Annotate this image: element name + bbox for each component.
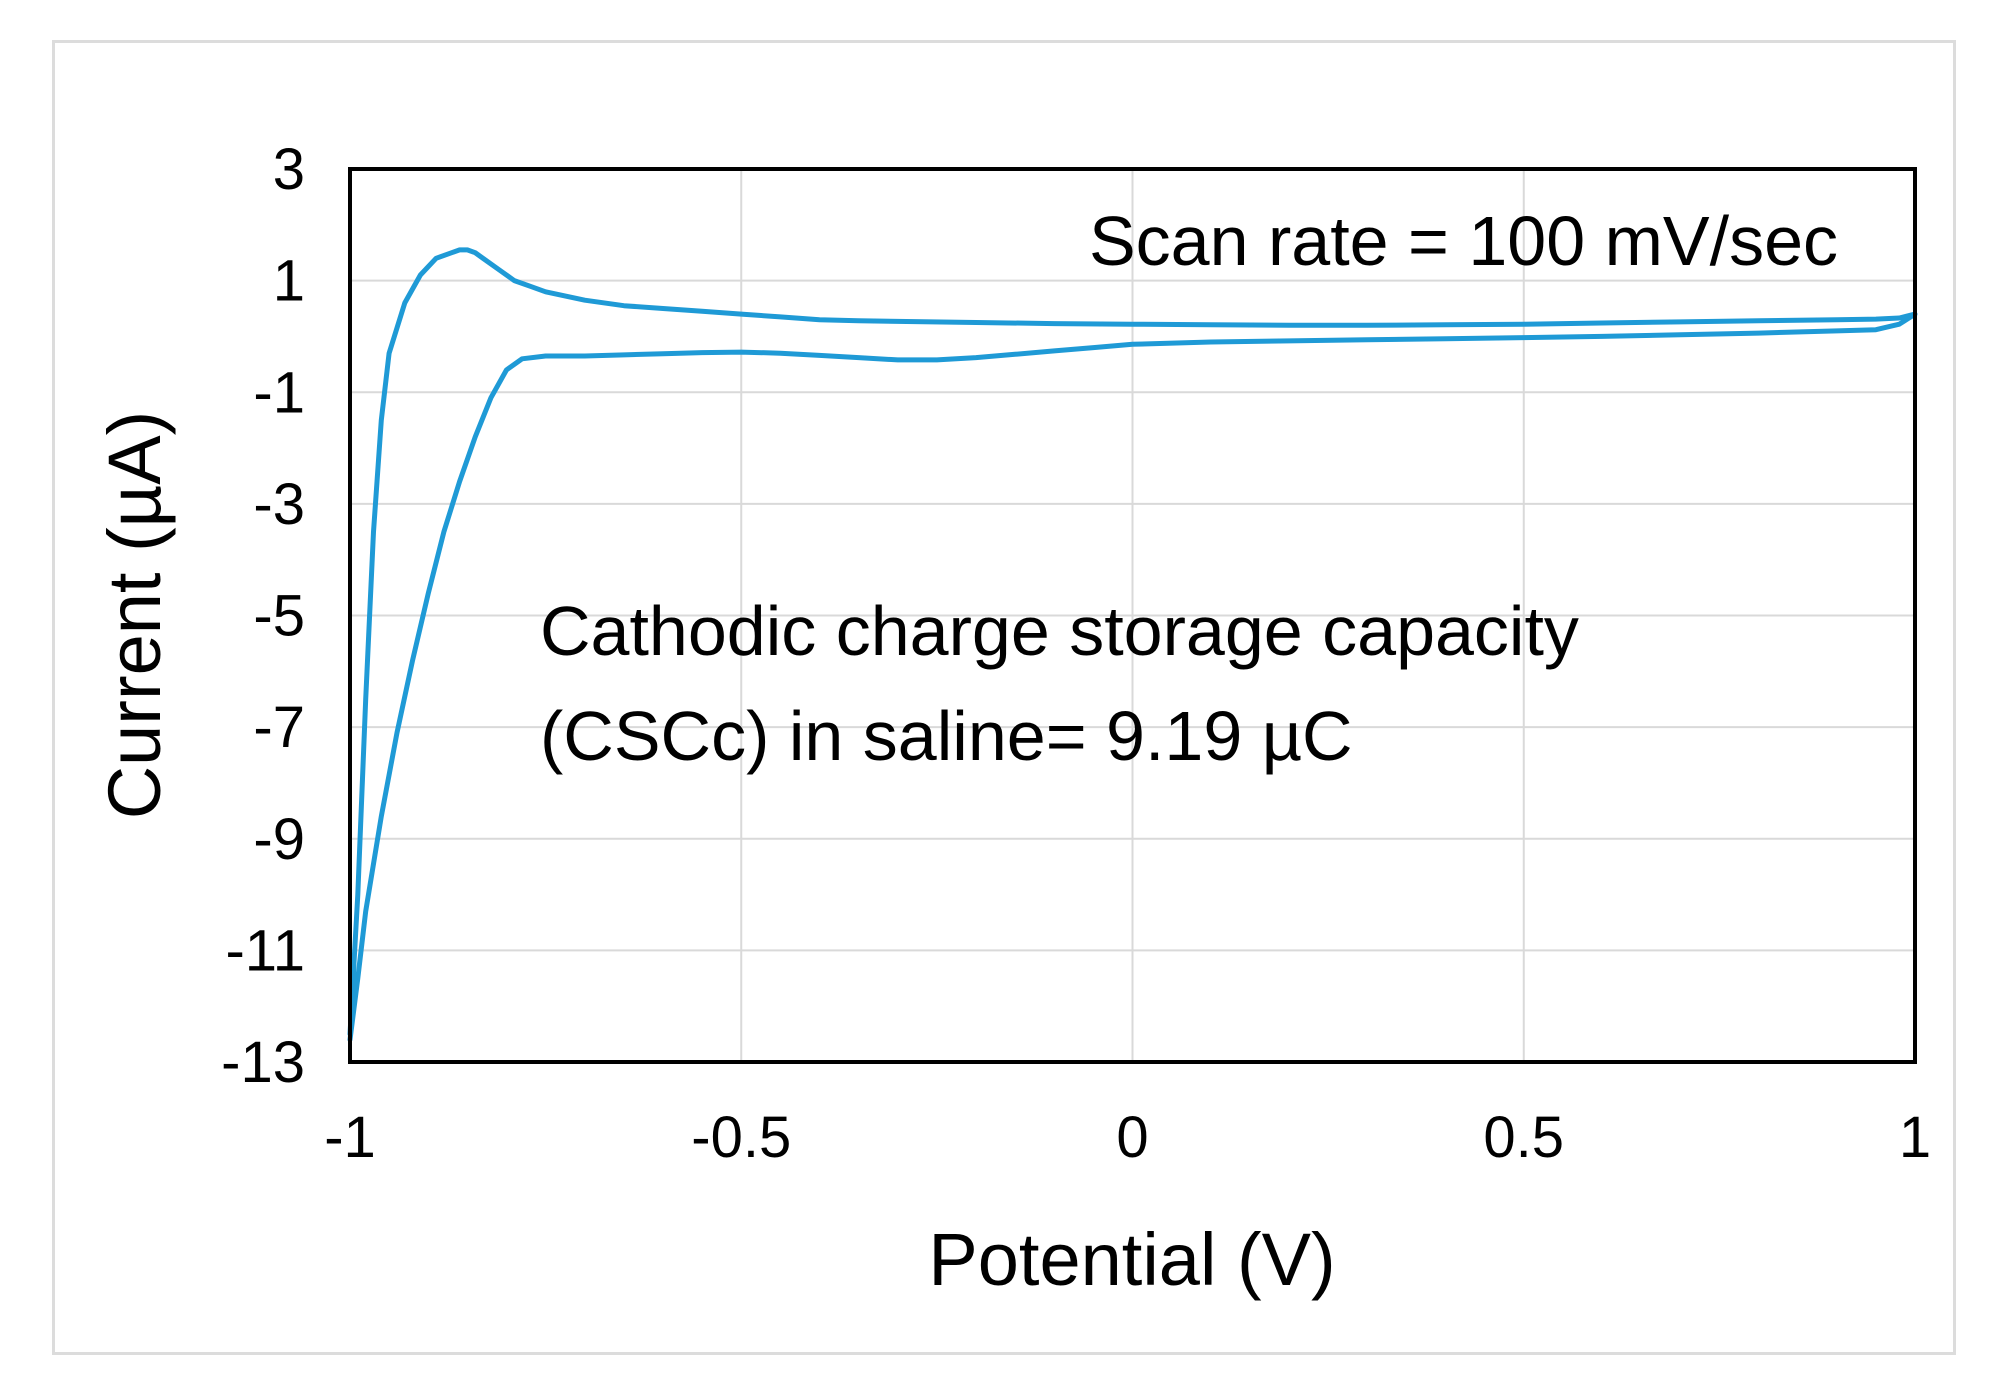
x-tick-label: -1 xyxy=(324,1105,376,1170)
figure-frame xyxy=(52,40,1956,1355)
y-tick-label: 3 xyxy=(273,137,305,202)
x-tick-labels: -1 -0.5 0 0.5 1 xyxy=(324,1105,1931,1170)
cv-curve-series xyxy=(347,247,1918,1043)
plot-area-border xyxy=(348,167,1917,1064)
y-axis-title: Current (µA) xyxy=(93,411,176,820)
y-tick-label: -5 xyxy=(253,584,305,649)
y-tick-labels: 3 1 -1 -3 -5 -7 -9 -11 -13 xyxy=(221,137,305,1095)
cscc-annotation-line2: (CSCc) in saline= 9.19 µC xyxy=(540,697,1353,775)
y-tick-label: -3 xyxy=(253,472,305,537)
y-tick-label: -9 xyxy=(253,807,305,872)
x-tick-label: -0.5 xyxy=(691,1105,791,1170)
scan-rate-annotation: Scan rate = 100 mV/sec xyxy=(1089,202,1838,280)
y-tick-label: -7 xyxy=(253,695,305,760)
y-tick-label: -11 xyxy=(225,918,305,983)
y-tick-label: 1 xyxy=(273,249,305,314)
y-tick-label: -13 xyxy=(221,1030,305,1095)
x-tick-label: 0.5 xyxy=(1483,1105,1564,1170)
x-tick-label: 0 xyxy=(1116,1105,1148,1170)
cscc-annotation-line1: Cathodic charge storage capacity xyxy=(540,592,1579,670)
x-axis-title: Potential (V) xyxy=(928,1218,1335,1301)
x-tick-label: 1 xyxy=(1899,1105,1931,1170)
y-tick-label: -1 xyxy=(253,360,305,425)
data-layer xyxy=(347,247,1918,1043)
